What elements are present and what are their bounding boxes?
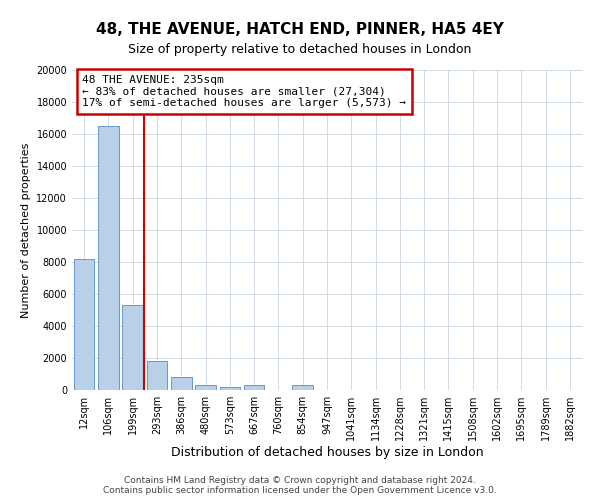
Bar — [292, 385, 313, 390]
Bar — [195, 385, 216, 390]
Bar — [171, 377, 191, 390]
Bar — [244, 385, 265, 390]
Bar — [74, 259, 94, 390]
Text: Contains HM Land Registry data © Crown copyright and database right 2024.
Contai: Contains HM Land Registry data © Crown c… — [103, 476, 497, 495]
X-axis label: Distribution of detached houses by size in London: Distribution of detached houses by size … — [170, 446, 484, 459]
Text: 48 THE AVENUE: 235sqm
← 83% of detached houses are smaller (27,304)
17% of semi-: 48 THE AVENUE: 235sqm ← 83% of detached … — [82, 75, 406, 108]
Text: 48, THE AVENUE, HATCH END, PINNER, HA5 4EY: 48, THE AVENUE, HATCH END, PINNER, HA5 4… — [96, 22, 504, 38]
Bar — [98, 126, 119, 390]
Bar — [122, 305, 143, 390]
Bar — [220, 387, 240, 390]
Bar — [146, 361, 167, 390]
Text: Size of property relative to detached houses in London: Size of property relative to detached ho… — [128, 42, 472, 56]
Y-axis label: Number of detached properties: Number of detached properties — [21, 142, 31, 318]
